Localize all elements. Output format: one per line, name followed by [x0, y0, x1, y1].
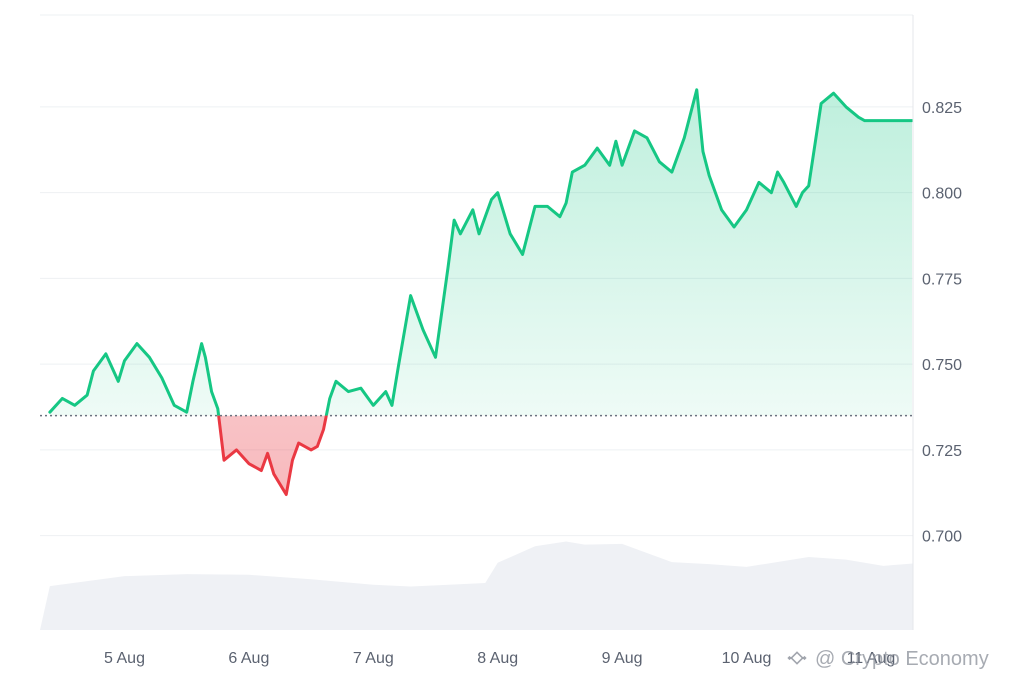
x-tick-label: 9 Aug — [602, 650, 643, 667]
x-tick-label: 10 Aug — [722, 650, 772, 667]
y-tick-label: 0.725 — [922, 443, 962, 460]
watermark: @ Crypto Economy — [787, 648, 989, 670]
x-tick-label: 7 Aug — [353, 650, 394, 667]
area-fill-above-baseline — [49, 89, 912, 416]
y-tick-label: 0.700 — [922, 529, 962, 546]
binance-logo-icon — [787, 651, 807, 665]
x-tick-label: 6 Aug — [228, 650, 269, 667]
x-tick-label: 8 Aug — [477, 650, 518, 667]
price-line-above-baseline — [48, 88, 914, 416]
y-tick-label: 0.800 — [922, 186, 962, 203]
y-axis-labels: 0.700 0.725 0.750 0.775 0.800 0.825 — [922, 100, 962, 546]
area-fill-below-baseline — [49, 415, 912, 495]
x-tick-label: 5 Aug — [104, 650, 145, 667]
x-tick-label: 11 Aug — [847, 650, 896, 667]
y-tick-label: 0.775 — [922, 271, 962, 288]
y-tick-label: 0.750 — [922, 357, 962, 374]
volume-area — [40, 541, 913, 630]
watermark-text: @ Crypto Economy — [815, 648, 989, 670]
x-axis-labels: 5 Aug 6 Aug 7 Aug 8 Aug 9 Aug 10 Aug 11 Aug — [104, 650, 895, 667]
y-tick-label: 0.825 — [922, 100, 962, 117]
